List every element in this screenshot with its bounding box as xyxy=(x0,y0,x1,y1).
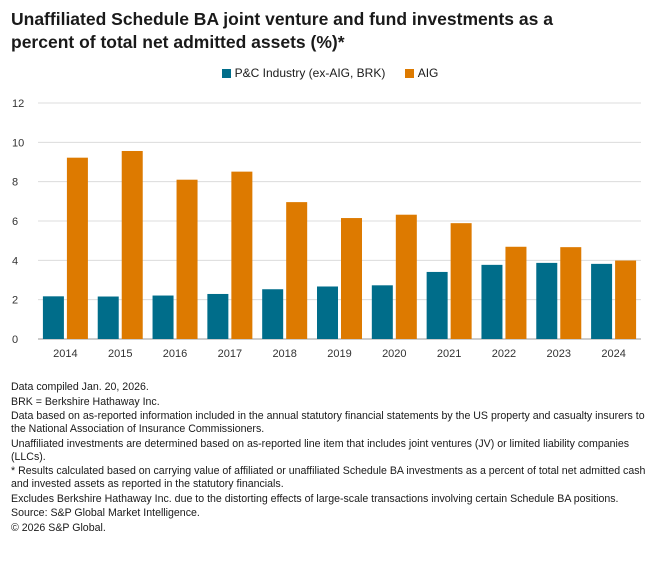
y-tick-label: 12 xyxy=(12,98,24,110)
legend-swatch xyxy=(404,69,414,78)
bar-aig-2018 xyxy=(286,202,308,339)
legend-label: P&C Industry (ex-AIG, BRK) xyxy=(234,66,386,80)
bar-aig-2022 xyxy=(505,246,527,339)
x-tick-label: 2017 xyxy=(218,348,242,360)
x-tick-label: 2021 xyxy=(437,348,461,360)
bar-pc-industry-2024 xyxy=(591,263,613,339)
note: Excludes Berkshire Hathaway Inc. due to … xyxy=(11,492,619,505)
bar-pc-industry-2016 xyxy=(152,295,174,339)
bar-aig-2019 xyxy=(341,218,362,339)
note: © 2026 S&P Global. xyxy=(11,521,106,534)
bar-aig-2023 xyxy=(560,247,582,339)
note: Data based on as-reported information in… xyxy=(11,410,645,435)
legend: P&C Industry (ex-AIG, BRK) AIG xyxy=(0,66,660,80)
x-tick-label: 2022 xyxy=(492,348,516,360)
y-tick-label: 8 xyxy=(12,177,18,189)
bar-aig-2024 xyxy=(615,260,637,339)
x-tick-label: 2024 xyxy=(601,348,625,360)
note: Data compiled Jan. 20, 2026. xyxy=(11,381,149,393)
bar-pc-industry-2019 xyxy=(317,286,338,339)
y-tick-label: 6 xyxy=(12,216,18,228)
x-tick-label: 2018 xyxy=(272,348,296,360)
x-tick-label: 2023 xyxy=(547,348,571,360)
y-tick-label: 0 xyxy=(12,334,18,346)
legend-item-aig: AIG xyxy=(404,66,439,80)
note: BRK = Berkshire Hathaway Inc. xyxy=(11,395,160,408)
note: * Results calculated based on carrying v… xyxy=(11,465,646,490)
x-tick-label: 2016 xyxy=(163,348,187,360)
bar-aig-2021 xyxy=(450,223,472,339)
bar-aig-2017 xyxy=(231,171,253,339)
legend-item-pc: P&C Industry (ex-AIG, BRK) xyxy=(221,66,386,80)
legend-swatch xyxy=(221,69,231,78)
bar-pc-industry-2015 xyxy=(97,296,119,339)
legend-label: AIG xyxy=(417,66,439,80)
bar-pc-industry-2014 xyxy=(42,296,64,339)
x-tick-label: 2015 xyxy=(108,348,132,360)
x-tick-label: 2014 xyxy=(53,348,77,360)
bar-pc-industry-2023 xyxy=(536,262,558,339)
bar-pc-industry-2021 xyxy=(426,271,448,339)
bar-pc-industry-2017 xyxy=(207,293,229,339)
bar-pc-industry-2020 xyxy=(371,285,393,339)
bar-aig-2016 xyxy=(176,179,198,339)
bar-pc-industry-2022 xyxy=(481,264,503,339)
bar-aig-2015 xyxy=(121,150,143,339)
bar-chart: 0 2 4 6 8 10 12 2014 2015 2016 2017 2018 2019 2020 202… xyxy=(12,98,641,360)
x-tick-label: 2020 xyxy=(382,348,406,360)
y-tick-label: 2 xyxy=(12,295,18,307)
bar-aig-2020 xyxy=(395,214,417,339)
note: Source: S&P Global Market Intelligence. xyxy=(11,507,200,519)
chart-title: Unaffiliated Schedule BA joint venture a… xyxy=(11,9,553,52)
x-tick-label: 2019 xyxy=(327,348,351,360)
y-tick-label: 10 xyxy=(12,137,24,149)
y-tick-label: 4 xyxy=(12,255,18,267)
note: Unaffiliated investments are determined … xyxy=(11,437,630,463)
footnotes: Data compiled Jan. 20, 2026. BRK = Berks… xyxy=(11,381,651,536)
bar-pc-industry-2018 xyxy=(262,289,284,339)
bar-aig-2014 xyxy=(66,157,88,339)
